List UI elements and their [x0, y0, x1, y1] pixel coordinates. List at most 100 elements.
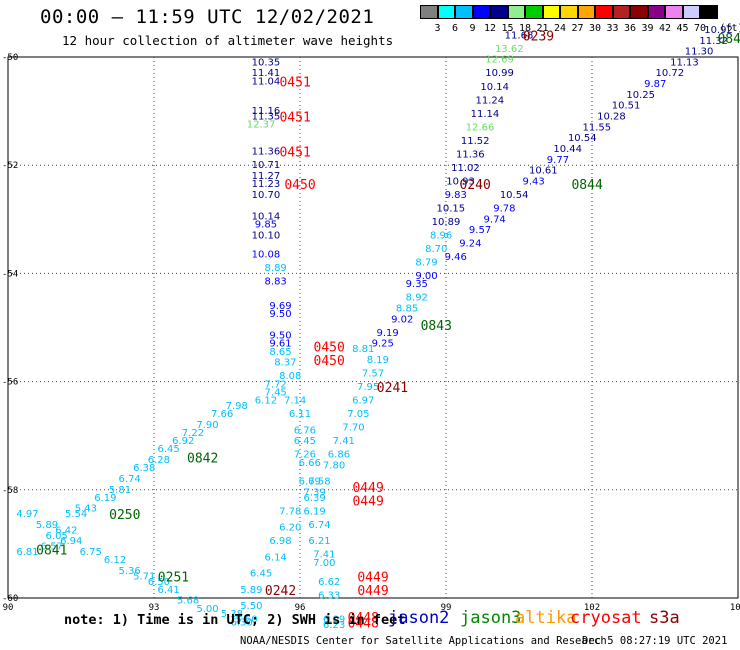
scale-label: 39 [641, 23, 654, 34]
swh-value: 9.50 [269, 309, 291, 320]
swh-value: 6.05 [46, 531, 68, 542]
swh-value: 8.81 [352, 344, 374, 355]
swh-value: 6.62 [318, 577, 340, 588]
legend-jason2: jason2 [388, 608, 450, 628]
swh-value: 6.94 [60, 536, 82, 547]
scale-swatch [525, 5, 543, 19]
lon-tick-label: 102 [584, 603, 600, 613]
swh-value: 9.61 [269, 339, 291, 350]
scale-swatch [630, 5, 648, 19]
legend-altika: altika [515, 608, 577, 628]
scale-label: 24 [553, 23, 567, 34]
lon-tick-label: 105 [730, 603, 740, 613]
swh-value: 7.26 [294, 450, 316, 461]
swh-value: 6.12 [104, 555, 126, 566]
pass-time-label: 0450 [314, 340, 345, 355]
pass-time-label: 0449 [352, 495, 383, 510]
swh-value: 6.69 [299, 477, 321, 488]
swh-value: 6.98 [269, 536, 291, 547]
swh-value: 6.30 [230, 617, 252, 628]
scale-swatch [612, 5, 630, 19]
lat-tick-label: -56 [2, 378, 18, 388]
pass-time-label: 0842 [187, 451, 218, 466]
swh-value: 6.19 [94, 493, 116, 504]
swh-value: 9.46 [445, 252, 467, 263]
swh-value: 9.69 [269, 301, 291, 312]
legend-jason3: jason3 [460, 608, 522, 628]
swh-value: 6.21 [308, 536, 330, 547]
swh-value: 6.39 [303, 493, 325, 504]
lon-tick-label: 96 [295, 603, 306, 613]
swh-value: 6.76 [294, 425, 316, 436]
pass-time-label: 0451 [279, 111, 310, 126]
swh-value: 6.50 [148, 577, 170, 588]
swh-value: 5.89 [240, 585, 262, 596]
swh-value: 10.35 [252, 57, 281, 68]
swh-value: 7.98 [226, 401, 248, 412]
swh-value: 11.14 [471, 109, 500, 120]
scale-swatch [437, 5, 455, 19]
swh-value: 6.45 [294, 436, 316, 447]
swh-value: 7.14 [284, 396, 306, 407]
swh-value: 10.71 [252, 160, 281, 171]
pass-time-label: 0449 [357, 584, 388, 599]
swh-value: 11.24 [475, 95, 504, 106]
swh-value: 10.93 [446, 176, 475, 187]
swh-value: 6.19 [303, 506, 325, 517]
swh-value: 10.54 [568, 133, 597, 144]
swh-value: 11.52 [461, 136, 490, 147]
swh-value: 11.68 [505, 30, 534, 41]
swh-value: 8.70 [425, 244, 447, 255]
swh-value: 9.74 [484, 214, 506, 225]
swh-value: 8.92 [406, 293, 428, 304]
swh-value: 5.36 [119, 566, 141, 577]
swh-value: 6.45 [250, 569, 272, 580]
swh-value: 5.38 [221, 609, 243, 620]
swh-value: 12.69 [485, 55, 514, 66]
swh-value: 10.99 [485, 68, 514, 79]
swh-value: 8.08 [279, 371, 301, 382]
swh-value: 5.54 [65, 509, 87, 520]
swh-value: 7.00 [313, 558, 335, 569]
swh-value: 9.77 [547, 155, 569, 166]
credit-line: NOAA/NESDIS Center for Satellite Applica… [240, 635, 607, 647]
legend-s3a: s3a [649, 608, 680, 628]
swh-value: 9.50 [269, 331, 291, 342]
scale-label: 42 [658, 23, 672, 34]
swh-value: 5.50 [240, 601, 262, 612]
lon-tick-label: 93 [149, 603, 160, 613]
swh-value: 10.28 [597, 112, 626, 123]
swh-value: 7.05 [347, 409, 369, 420]
swh-value: 12.37 [247, 120, 276, 131]
swh-value: 6.45 [157, 444, 179, 455]
swh-value: 9.35 [406, 279, 428, 290]
swh-value: 9.24 [459, 239, 481, 250]
swh-value: 11.41 [252, 68, 281, 79]
swh-value: 7.41 [313, 550, 335, 561]
swh-value: 11.27 [252, 171, 281, 182]
swh-value: 11.36 [456, 149, 485, 160]
chart-subtitle: 12 hour collection of altimeter wave hei… [62, 33, 394, 48]
swh-value: 6.57 [41, 542, 63, 553]
swh-value: 6.66 [299, 458, 321, 469]
swh-value: 6.74 [119, 474, 141, 485]
swh-value: 6.97 [352, 396, 374, 407]
swh-value: 5.71 [133, 571, 155, 582]
scale-label: 70 [693, 23, 707, 34]
swh-value: 7.95 [357, 382, 379, 393]
swh-value: 5.00 [196, 604, 218, 615]
swh-value: 10.25 [626, 90, 655, 101]
pass-time-label: 0841 [36, 543, 67, 558]
lat-tick-label: -54 [2, 269, 18, 279]
pass-time-label: 0241 [377, 381, 408, 396]
swh-value: 11.36 [252, 147, 281, 158]
swh-value: 9.19 [376, 328, 398, 339]
swh-value: 7.22 [182, 428, 204, 439]
swh-value: 6.23 [323, 620, 345, 631]
lon-tick-label: 99 [441, 603, 452, 613]
swh-value: 6.14 [265, 552, 287, 563]
swh-value: 10.89 [432, 217, 461, 228]
swh-value: 6.33 [318, 590, 340, 601]
scale-label: 3 [434, 23, 441, 34]
pass-time-label: 0251 [158, 570, 189, 585]
